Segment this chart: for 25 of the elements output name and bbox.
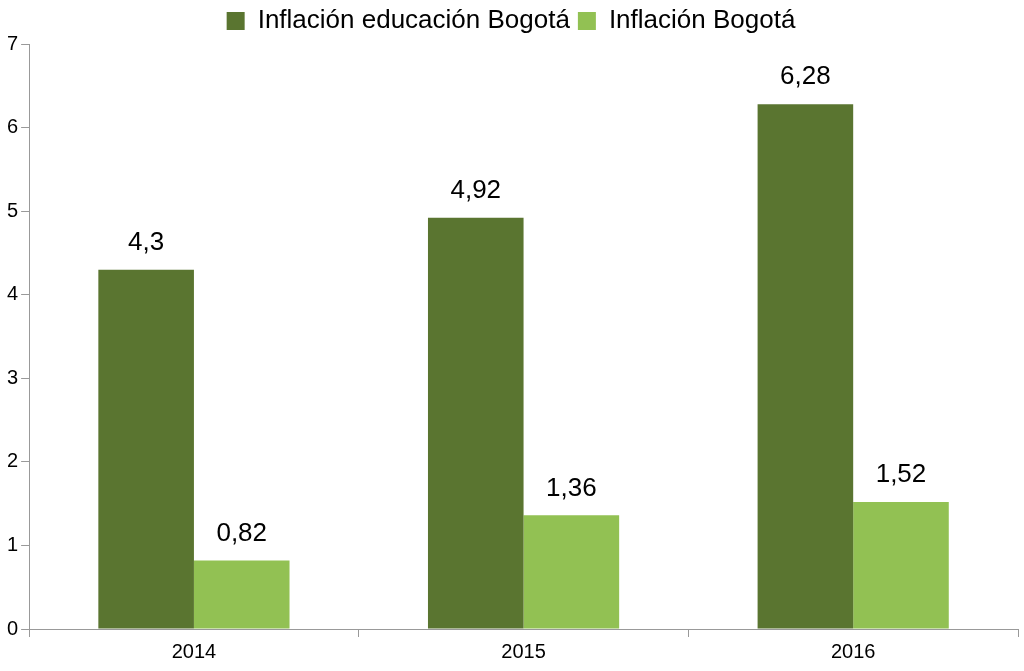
y-tick-label: 2 bbox=[7, 449, 19, 472]
legend-label: Inflación Bogotá bbox=[608, 4, 796, 35]
bar bbox=[427, 217, 524, 629]
y-tick-label: 3 bbox=[7, 365, 19, 388]
data-label: 1,36 bbox=[546, 471, 597, 502]
data-label: 0,82 bbox=[216, 516, 268, 547]
x-tick-label: 2015 bbox=[501, 639, 546, 662]
data-label: 4,3 bbox=[128, 225, 165, 256]
bar bbox=[98, 269, 194, 629]
bar bbox=[757, 104, 854, 629]
y-tick-label: 6 bbox=[7, 115, 19, 138]
data-label: 4,92 bbox=[450, 174, 502, 204]
legend-label: Inflación educación Bogotá bbox=[257, 4, 571, 35]
bar bbox=[193, 560, 290, 629]
y-tick-label: 5 bbox=[7, 198, 19, 221]
x-tick-label: 2014 bbox=[171, 639, 217, 662]
y-tick-label: 7 bbox=[7, 31, 19, 54]
data-label: 1,52 bbox=[875, 458, 927, 489]
data-label: 6,28 bbox=[780, 60, 831, 91]
bar bbox=[853, 501, 949, 629]
bar bbox=[523, 515, 620, 629]
y-tick-label: 0 bbox=[7, 616, 19, 639]
y-tick-label: 4 bbox=[7, 282, 19, 305]
y-tick-label: 1 bbox=[7, 532, 19, 555]
x-tick-label: 2016 bbox=[830, 639, 876, 662]
